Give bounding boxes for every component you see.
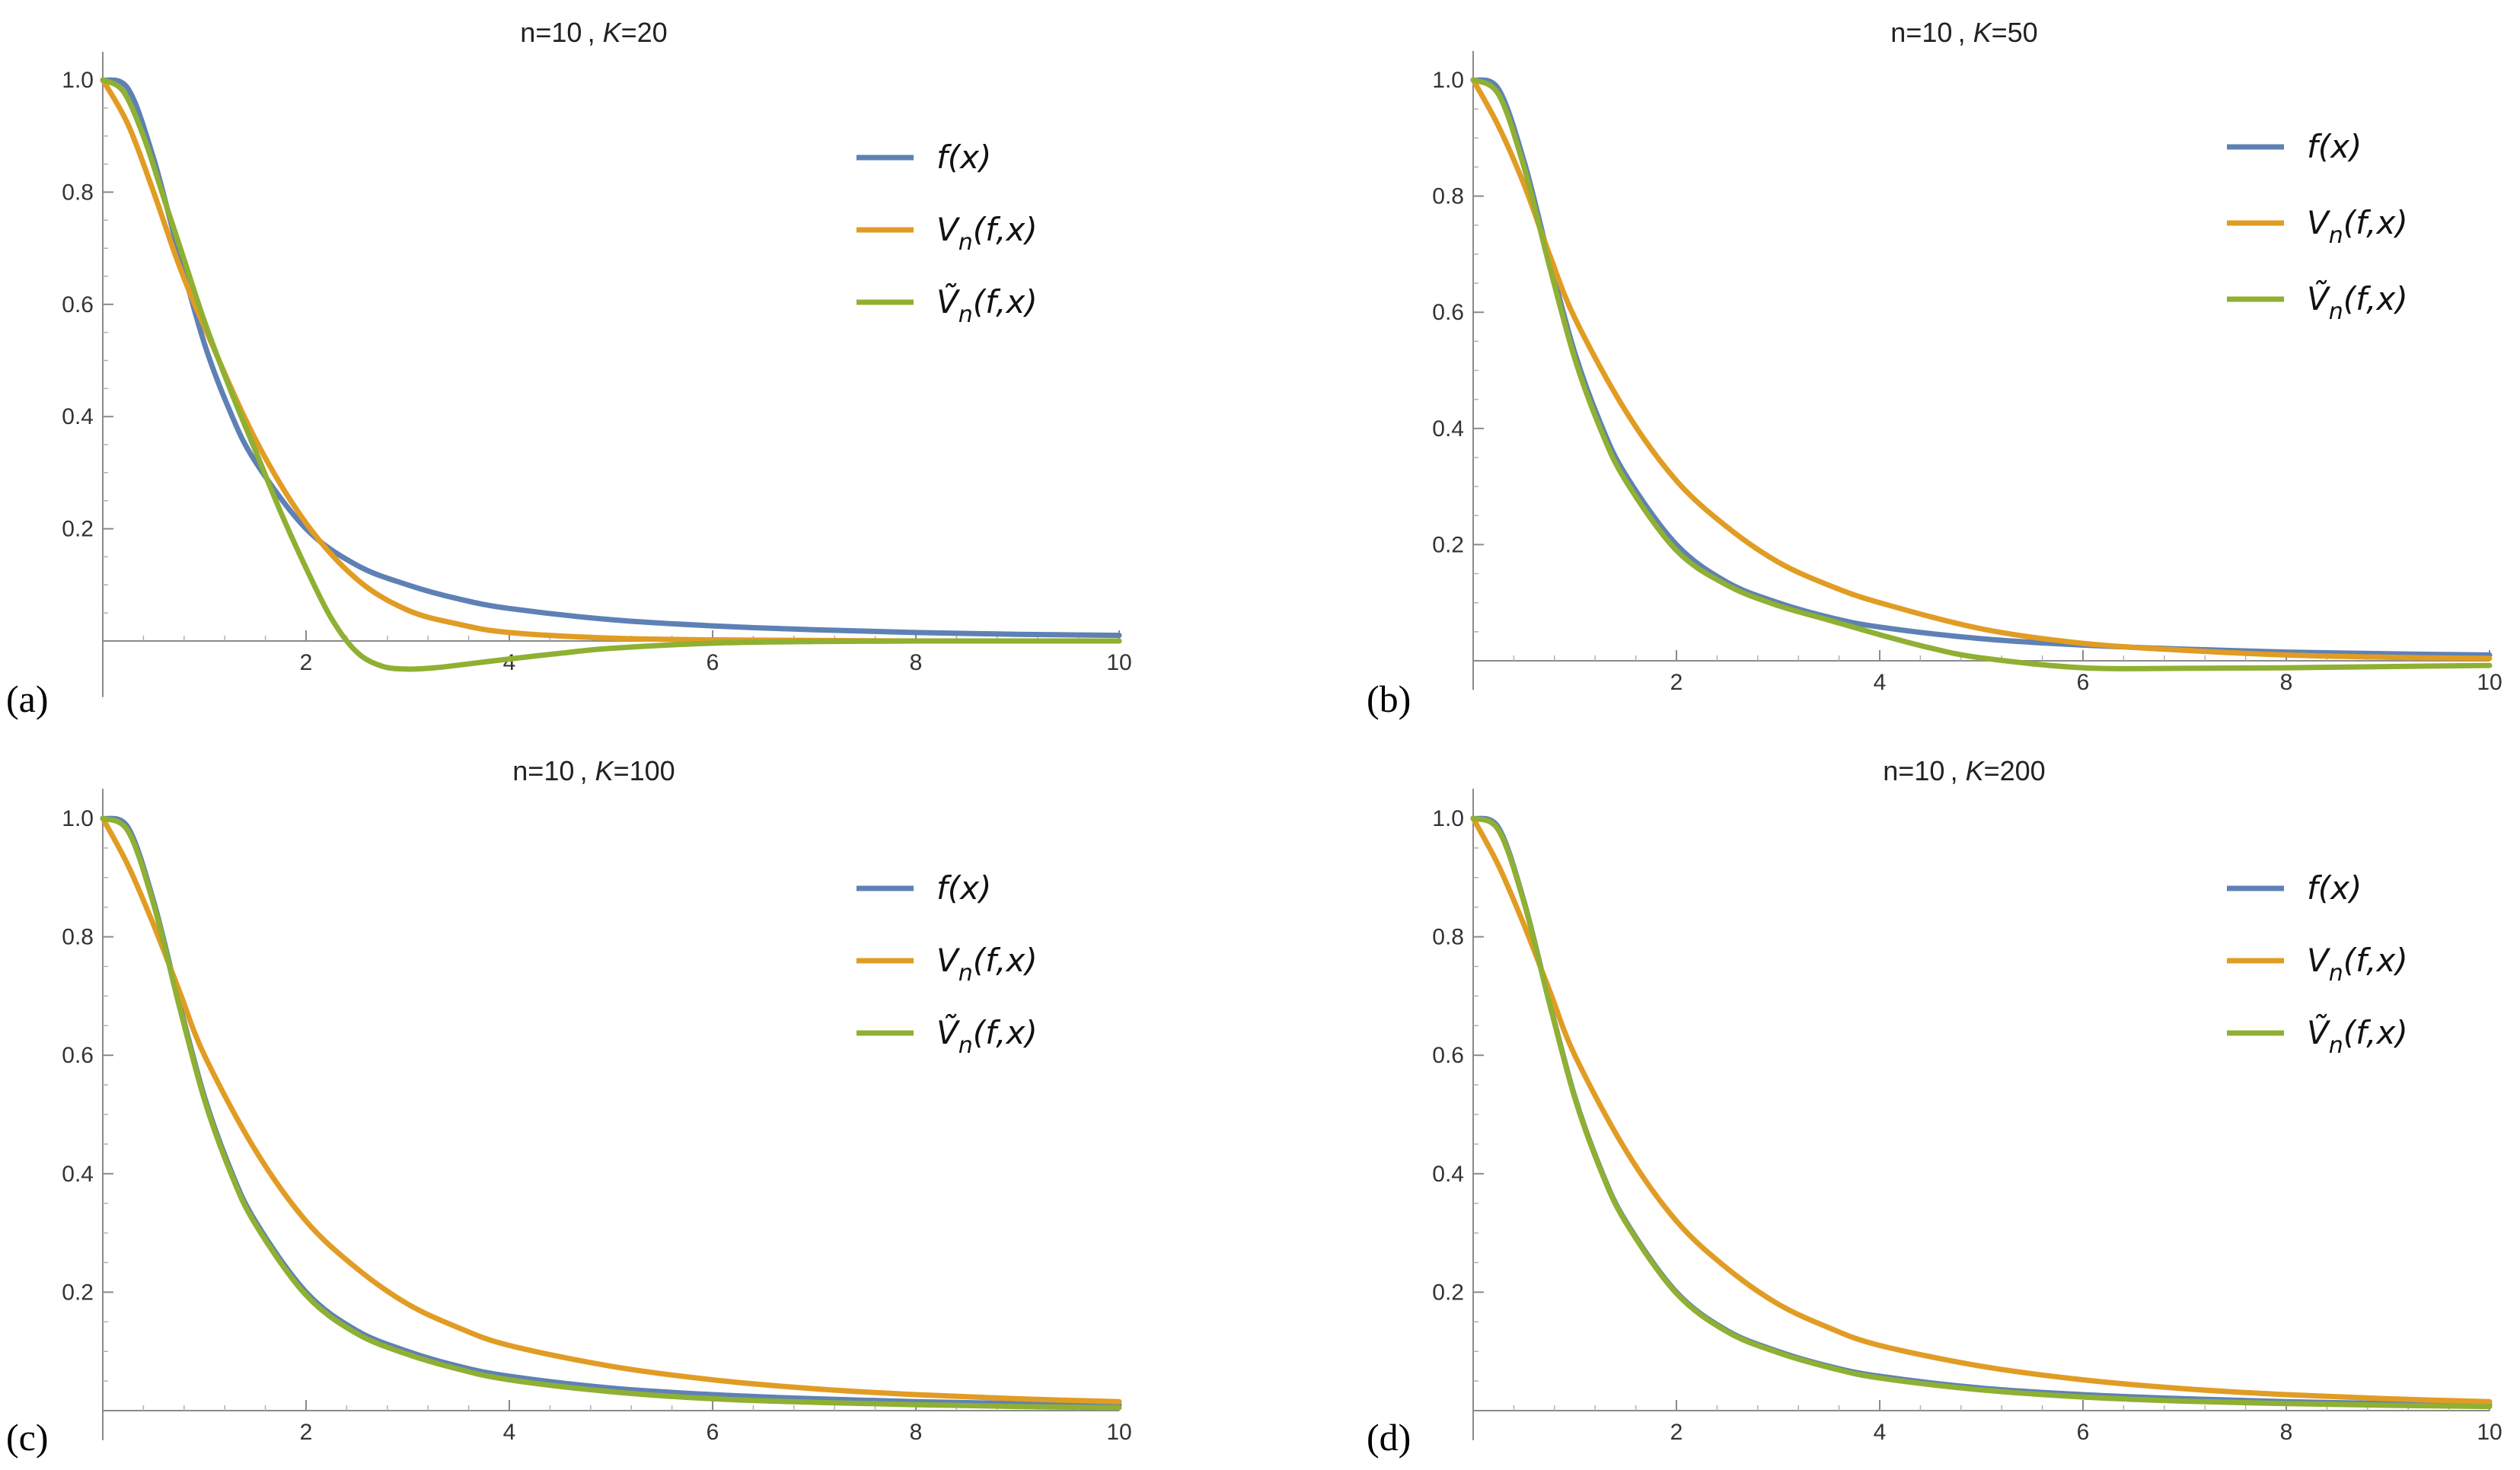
- x-tick-label: 8: [910, 650, 923, 675]
- legend-f-label: f(x): [936, 139, 991, 176]
- y-tick-label: 0.8: [1432, 925, 1464, 950]
- chart-title: n=10 , K=50: [1890, 17, 2037, 48]
- y-tick-label: 0.8: [62, 180, 94, 205]
- x-tick-label: 4: [1874, 1420, 1887, 1445]
- y-tick-label: 0.2: [62, 1280, 94, 1305]
- legend-vn-label: Vn(f,x): [936, 942, 1038, 987]
- chart-title: n=10 , K=200: [1883, 755, 2045, 786]
- curve-vn: [100, 815, 1122, 1405]
- panel-label: (c): [6, 1416, 49, 1459]
- panel-label: (a): [6, 678, 49, 720]
- x-tick-label: 4: [503, 1420, 516, 1445]
- x-tick-label: 2: [300, 650, 313, 675]
- x-tick-label: 8: [910, 1420, 923, 1445]
- y-tick-label: 0.2: [1432, 1280, 1464, 1305]
- x-tick-label: 10: [1106, 650, 1131, 675]
- chart-panel-c: 2 4 6 8 10 0.2 0.4 0.6 0.8 1.0 n=10 , K=100 (c) f(x)…: [6, 755, 1132, 1459]
- legend-vn-tilde-label: Ṽn(f,x): [2307, 279, 2408, 325]
- x-tick-label: 10: [2477, 1420, 2502, 1445]
- y-tick-label: 0.6: [1432, 1043, 1464, 1068]
- x-tick-label: 2: [300, 1420, 313, 1445]
- curve-f: [1470, 77, 2493, 658]
- x-tick-label: 6: [707, 650, 719, 675]
- x-tick-label: 8: [2280, 1420, 2293, 1445]
- x-tick-label: 6: [2077, 670, 2090, 695]
- y-tick-label: 0.2: [1432, 532, 1464, 557]
- curve-vn-tilde: [1470, 77, 2493, 671]
- chart-panel-d: 2 4 6 8 10 0.2 0.4 0.6 0.8 1.0 n=10 , K=200 (d) f(x)…: [1367, 755, 2502, 1459]
- legend-f-label: f(x): [936, 869, 991, 907]
- x-tick-label: 10: [2477, 670, 2502, 695]
- y-tick-label: 1.0: [1432, 68, 1464, 93]
- legend: f(x) Vn(f,x) Ṽn(f,x): [856, 139, 1038, 328]
- legend-f-label: f(x): [2307, 869, 2362, 907]
- y-tick-label: 0.6: [1432, 300, 1464, 325]
- y-tick-label: 0.8: [1432, 184, 1464, 209]
- x-tick-label: 4: [503, 650, 516, 675]
- legend-vn-label: Vn(f,x): [936, 211, 1038, 256]
- y-tick-label: 1.0: [62, 806, 94, 831]
- y-tick-label: 0.8: [62, 925, 94, 950]
- y-tick-label: 0.4: [1432, 1162, 1464, 1187]
- curve-vn-tilde: [1470, 815, 2493, 1410]
- panel-label: (d): [1367, 1416, 1411, 1459]
- legend-vn-label: Vn(f,x): [2307, 204, 2408, 249]
- y-tick-label: 0.4: [1432, 416, 1464, 442]
- legend-vn-tilde-label: Ṽn(f,x): [936, 1013, 1038, 1059]
- chart-panel-b: 2 4 6 8 10 0.2 0.4 0.6 0.8 1.0 n=10 , K=50 (b) f(x) V…: [1367, 17, 2502, 720]
- legend: f(x) Vn(f,x) Ṽn(f,x): [2227, 128, 2408, 325]
- curve-f: [100, 77, 1122, 639]
- legend-vn-tilde-label: Ṽn(f,x): [2307, 1013, 2408, 1059]
- legend-vn-tilde-label: Ṽn(f,x): [936, 282, 1038, 328]
- y-tick-label: 0.6: [62, 292, 94, 317]
- x-tick-label: 6: [2077, 1420, 2090, 1445]
- chart-title: n=10 , K=20: [520, 17, 667, 48]
- legend-f-label: f(x): [2307, 128, 2362, 165]
- y-tick-label: 0.4: [62, 404, 94, 429]
- x-tick-label: 6: [707, 1420, 719, 1445]
- legend-vn-label: Vn(f,x): [2307, 942, 2408, 987]
- curve-vn-tilde: [100, 815, 1122, 1411]
- legend: f(x) Vn(f,x) Ṽn(f,x): [856, 869, 1038, 1059]
- y-tick-label: 1.0: [1432, 806, 1464, 831]
- chart-title: n=10 , K=100: [512, 755, 675, 786]
- legend: f(x) Vn(f,x) Ṽn(f,x): [2227, 869, 2408, 1059]
- curve-vn: [1470, 77, 2493, 662]
- y-tick-label: 1.0: [62, 68, 94, 93]
- x-tick-label: 2: [1670, 1420, 1683, 1445]
- curve-vn-tilde: [100, 77, 1122, 672]
- y-tick-label: 0.6: [62, 1043, 94, 1068]
- x-tick-label: 10: [1106, 1420, 1131, 1445]
- y-tick-label: 0.4: [62, 1162, 94, 1187]
- y-tick-label: 0.2: [62, 517, 94, 542]
- chart-panel-a: 2 4 6 8 10 0.2 0.4 0.6 0.8 1.0 n=10 , K=20 (a) f(x) V…: [6, 17, 1132, 720]
- curve-vn: [1470, 815, 2493, 1405]
- panel-label: (b): [1367, 678, 1411, 720]
- x-tick-label: 8: [2280, 670, 2293, 695]
- x-tick-label: 4: [1874, 670, 1887, 695]
- x-tick-label: 2: [1670, 670, 1683, 695]
